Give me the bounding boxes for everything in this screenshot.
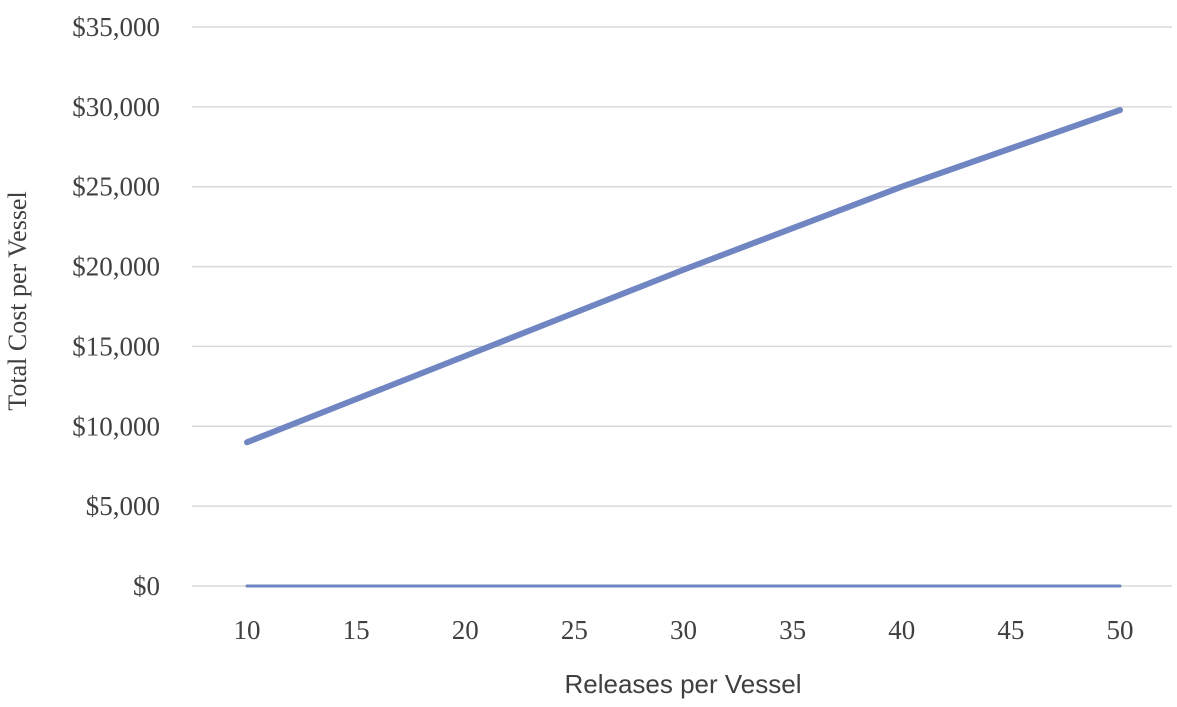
x-tick-label: 50 [1107, 615, 1134, 645]
y-tick-label: $15,000 [72, 331, 160, 361]
x-tick-label: 45 [997, 615, 1024, 645]
x-tick-label: 35 [779, 615, 806, 645]
x-tick-label: 20 [452, 615, 479, 645]
y-tick-labels: $0 $5,000 $10,000 $15,000 $20,000 $25,000 $30,… [72, 12, 160, 601]
y-gridlines [192, 26, 1172, 587]
y-tick-label: $25,000 [72, 172, 160, 202]
x-axis-title: Releases per Vessel [564, 669, 801, 699]
y-tick-label: $0 [133, 571, 160, 601]
series-lines [244, 107, 1123, 588]
y-tick-label: $5,000 [86, 491, 160, 521]
y-tick-label: $20,000 [72, 252, 160, 282]
y-tick-label: $30,000 [72, 92, 160, 122]
y-axis-title: Total Cost per Vessel [3, 191, 32, 410]
series-line-1 [244, 107, 1123, 446]
x-tick-labels: 10 15 20 25 30 35 40 45 50 [234, 615, 1134, 645]
x-tick-label: 30 [670, 615, 697, 645]
y-tick-label: $35,000 [72, 12, 160, 42]
x-tick-label: 40 [888, 615, 915, 645]
y-tick-label: $10,000 [72, 411, 160, 441]
x-tick-label: 15 [343, 615, 370, 645]
x-tick-label: 10 [234, 615, 261, 645]
x-tick-label: 25 [561, 615, 588, 645]
